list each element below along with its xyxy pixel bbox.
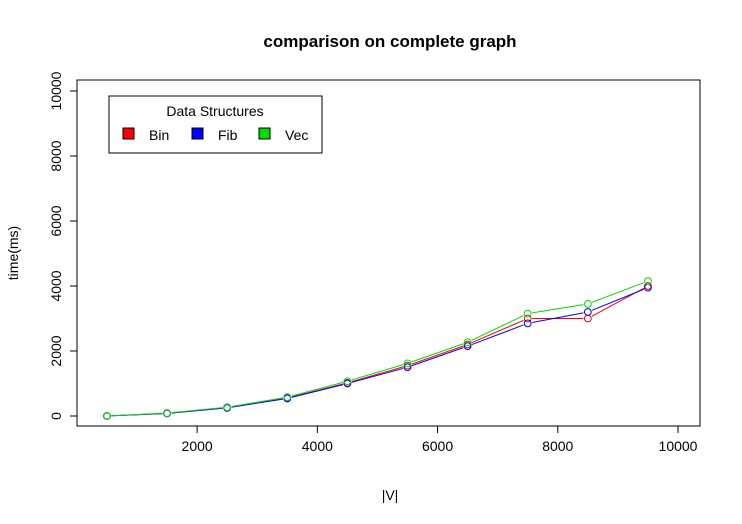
series-line-fib [411, 347, 464, 367]
series-line-bin [471, 319, 524, 344]
y-tick-label: 10000 [48, 71, 64, 110]
series-line-vec [411, 343, 464, 363]
legend-label-bin: Bin [149, 127, 169, 143]
series-layer [103, 277, 652, 420]
legend-label-fib: Fib [218, 127, 238, 143]
series-line-bin [351, 366, 404, 383]
legend-label-vec: Vec [285, 127, 308, 143]
legend-box [108, 95, 323, 154]
data-point-vec [163, 409, 171, 417]
y-axis: 0 2000 4000 6000 8000 10000 [48, 71, 78, 420]
data-point-fib [583, 308, 592, 316]
data-point-bin [583, 314, 592, 323]
x-tick-label: 10000 [659, 438, 698, 454]
y-tick-label: 0 [48, 412, 64, 420]
data-point-vec [283, 393, 292, 402]
data-point-bin [523, 314, 532, 323]
series-line-vec [471, 315, 524, 341]
series-line-vec [231, 397, 283, 407]
data-point-vec [403, 359, 412, 368]
data-point-vec [343, 377, 352, 386]
series-vec [103, 277, 652, 420]
series-line-vec [111, 412, 163, 417]
x-axis-label: |V| [382, 487, 399, 503]
legend-title: Data Structures [166, 103, 263, 119]
x-tick-label: 4000 [302, 438, 333, 454]
data-point-vec [583, 299, 592, 308]
x-tick-label: 8000 [542, 438, 573, 454]
series-bin [103, 282, 652, 420]
legend: Data Structures Bin Fib Vec [108, 95, 323, 154]
series-line-vec [291, 381, 344, 397]
legend-swatch-bin [122, 127, 135, 140]
series-line-fib [231, 398, 283, 408]
legend-swatch-fib [191, 127, 204, 140]
series-line-fib [471, 324, 524, 345]
series-line-fib [532, 312, 584, 324]
y-tick-label: 2000 [48, 335, 64, 366]
x-tick-label: 2000 [182, 438, 213, 454]
x-tick-label: 6000 [422, 438, 453, 454]
series-line-vec [591, 282, 644, 303]
data-point-vec [644, 277, 652, 286]
series-line-bin [411, 345, 464, 365]
data-point-vec [223, 403, 232, 412]
series-fib [103, 283, 652, 420]
y-tick-label: 6000 [48, 205, 64, 236]
series-line-fib [351, 367, 404, 383]
chart-title: comparison on complete graph [263, 32, 516, 51]
series-line-vec [351, 364, 404, 381]
y-tick-label: 8000 [48, 140, 64, 171]
data-point-fib [644, 283, 652, 292]
y-axis-label: time(ms) [5, 226, 21, 280]
x-axis: 2000 4000 6000 8000 10000 [182, 425, 698, 454]
series-line-vec [171, 407, 223, 414]
y-tick-label: 4000 [48, 270, 64, 301]
data-point-fib [403, 363, 412, 372]
legend-swatch-vec [258, 127, 271, 140]
data-point-fib [523, 319, 532, 328]
data-point-vec [523, 309, 532, 318]
data-point-vec [463, 338, 472, 347]
series-line-vec [532, 304, 584, 314]
series-line-fib [291, 384, 344, 398]
data-point-fib [343, 379, 352, 388]
data-point-vec [103, 412, 111, 420]
series-line-fib [591, 288, 644, 311]
data-point-fib [463, 342, 472, 351]
